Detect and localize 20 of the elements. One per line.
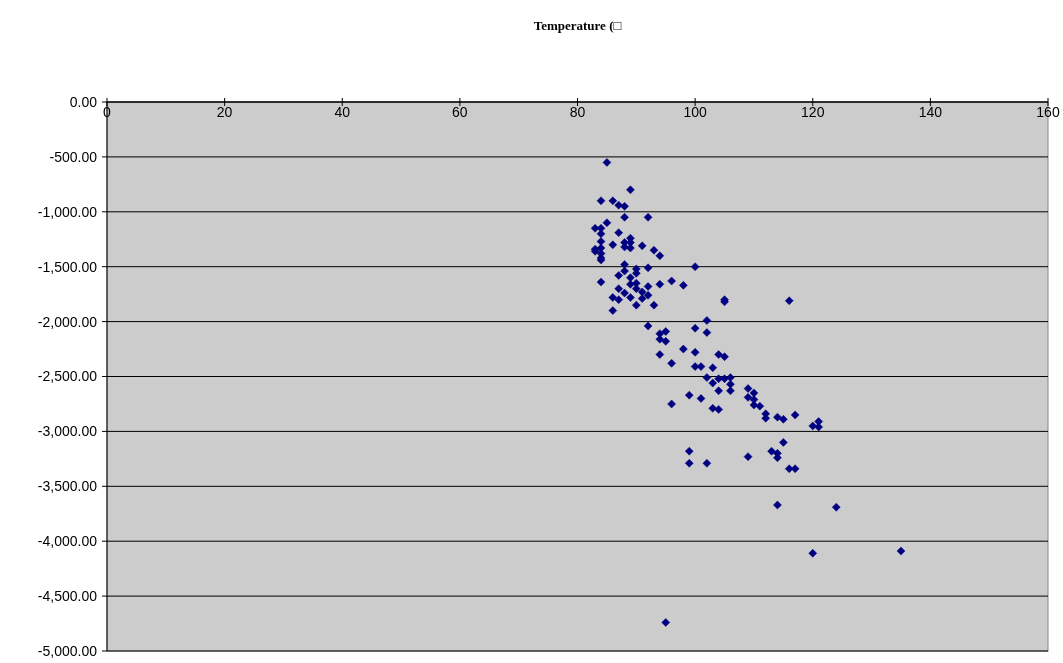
y-tick-label: -2,500.00 <box>37 368 98 385</box>
x-tick-label: 20 <box>216 104 233 121</box>
x-tick-label: 160 <box>1036 104 1060 121</box>
y-tick-label: -500.00 <box>49 148 98 165</box>
y-tick-label: -3,000.00 <box>37 423 98 440</box>
y-tick-label: -1,000.00 <box>37 203 98 220</box>
x-tick-label: 60 <box>452 104 468 121</box>
x-tick-label: 40 <box>334 104 351 121</box>
y-tick-label: -2,000.00 <box>37 313 98 330</box>
x-tick-label: 140 <box>918 104 943 121</box>
y-tick-label: -5,000.00 <box>37 642 98 659</box>
y-tick-label: -3,500.00 <box>37 478 98 495</box>
chart-title: Temperature (□ <box>533 18 622 33</box>
x-tick-label: 80 <box>569 104 586 121</box>
y-tick-label: -1,500.00 <box>37 258 98 275</box>
y-tick-label: -4,500.00 <box>37 588 98 604</box>
x-tick-label: 120 <box>801 104 825 121</box>
x-tick-label: 100 <box>683 104 708 121</box>
y-tick-label: -4,000.00 <box>37 533 98 550</box>
y-tick-label: 0.00 <box>69 93 98 110</box>
